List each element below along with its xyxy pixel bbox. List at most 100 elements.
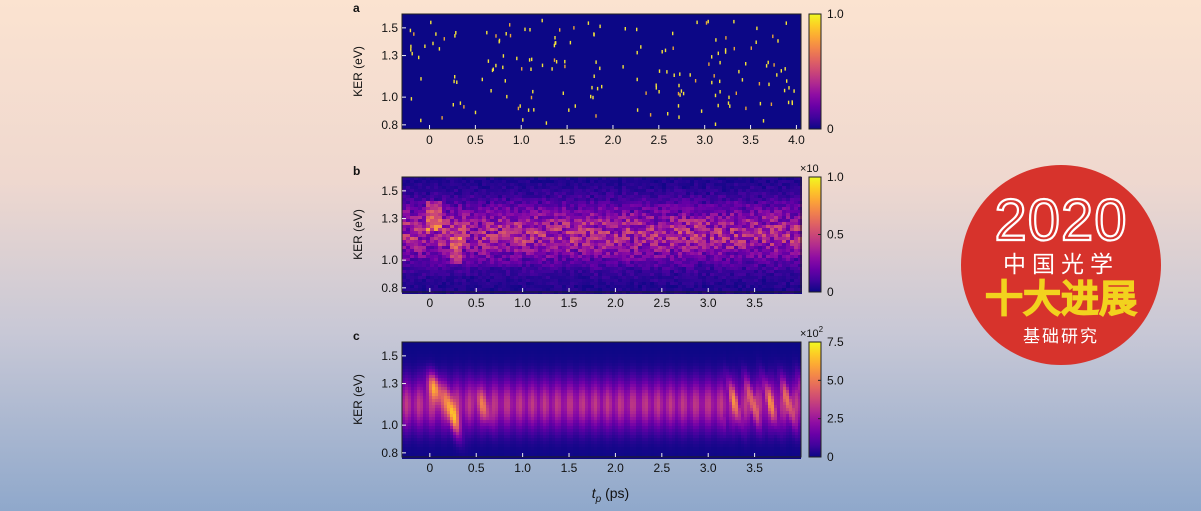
heatmap-cell	[504, 354, 507, 357]
heatmap-cell	[600, 354, 603, 357]
heatmap-cell	[546, 201, 550, 204]
heatmap-cell	[654, 192, 658, 195]
heatmap-cell	[406, 273, 410, 276]
heatmap-cell	[654, 204, 658, 207]
heatmap-cell	[674, 195, 678, 198]
heatmap-cell	[514, 249, 518, 252]
heatmap-cell	[502, 180, 506, 183]
heatmap-cell	[778, 273, 782, 276]
heatmap-cell	[518, 279, 522, 282]
heatmap-cell	[418, 273, 422, 276]
heatmap-cell	[674, 219, 678, 222]
heatmap-cell	[518, 213, 522, 216]
heatmap-cell	[634, 279, 638, 282]
heatmap-cell	[734, 273, 738, 276]
heatmap-cell	[678, 345, 681, 348]
heatmap-cell	[410, 261, 414, 264]
heatmap-cell	[516, 342, 519, 345]
heatmap-cell	[549, 354, 552, 357]
heatmap-cell	[561, 342, 564, 345]
heatmap-cell	[442, 261, 446, 264]
heatmap-cell	[630, 252, 634, 255]
heatmap-cell	[638, 228, 642, 231]
heatmap-cell	[418, 264, 422, 267]
heatmap-cell	[598, 288, 602, 291]
heatmap-cell	[762, 348, 765, 351]
heatmap-cell	[406, 225, 410, 228]
y-tick-label: 1.3	[381, 49, 398, 63]
heatmap-cell	[660, 348, 663, 351]
heatmap-cell	[718, 252, 722, 255]
heatmap-cell	[610, 282, 614, 285]
heatmap-cell	[594, 345, 597, 348]
heatmap-cell	[750, 189, 754, 192]
heatmap-cell	[483, 348, 486, 351]
heatmap-cell	[534, 261, 538, 264]
heatmap-cell	[543, 342, 546, 345]
heatmap-cell	[750, 288, 754, 291]
heatmap-cell	[510, 258, 514, 261]
heatmap-cell	[706, 183, 710, 186]
heatmap-cell	[754, 282, 758, 285]
heatmap-cell	[422, 213, 426, 216]
heatmap-cell	[402, 342, 405, 345]
heatmap-cell	[558, 264, 562, 267]
heatmap-cell	[444, 342, 447, 345]
heatmap-cell	[554, 192, 558, 195]
heatmap-cell	[666, 195, 670, 198]
heatmap-cell	[586, 192, 590, 195]
heatmap-cell	[588, 345, 591, 348]
heatmap-cell	[578, 183, 582, 186]
heatmap-cell	[430, 201, 434, 204]
heatmap-cell	[498, 357, 501, 360]
heatmap-cell	[490, 216, 494, 219]
heatmap-cell	[458, 198, 462, 201]
heatmap-cell	[450, 285, 454, 288]
heatmap-cell	[742, 276, 746, 279]
heatmap-cell	[602, 264, 606, 267]
heatmap-cell	[582, 285, 586, 288]
heatmap-cell	[494, 261, 498, 264]
heatmap-cell	[670, 261, 674, 264]
event-dot	[568, 108, 570, 112]
heatmap-cell	[666, 201, 670, 204]
x-tick-label: 3.5	[746, 296, 763, 310]
heatmap-cell	[590, 279, 594, 282]
heatmap-cell	[489, 348, 492, 351]
heatmap-cell	[790, 285, 794, 288]
heatmap-cell	[658, 261, 662, 264]
heatmap-cell	[722, 180, 726, 183]
heatmap-cell	[738, 195, 742, 198]
heatmap-cell	[482, 255, 486, 258]
heatmap-cell	[650, 225, 654, 228]
heatmap-cell	[798, 234, 802, 237]
heatmap-cell	[501, 360, 504, 363]
event-dot	[527, 108, 530, 112]
heatmap-cell	[754, 201, 758, 204]
heatmap-cell	[693, 345, 696, 348]
heatmap-cell	[658, 189, 662, 192]
heatmap-cell	[462, 189, 466, 192]
heatmap-cell	[650, 258, 654, 261]
heatmap-cell	[621, 357, 624, 360]
heatmap-cell	[714, 189, 718, 192]
heatmap-cell	[526, 216, 530, 219]
heatmap-cell	[462, 225, 466, 228]
event-dot	[595, 114, 597, 118]
heatmap-cell	[718, 288, 722, 291]
heatmap-cell	[774, 222, 778, 225]
heatmap-cell	[746, 216, 750, 219]
heatmap-cell	[610, 189, 614, 192]
heatmap-cell	[578, 261, 582, 264]
heatmap-cell	[534, 183, 538, 186]
heatmap-cell	[598, 213, 602, 216]
heatmap-cell	[690, 261, 694, 264]
heatmap-cell	[723, 357, 726, 360]
heatmap-cell	[686, 258, 690, 261]
heatmap-cell	[658, 240, 662, 243]
heatmap-cell	[498, 243, 502, 246]
heatmap-cell	[554, 255, 558, 258]
heatmap-cell	[423, 348, 426, 351]
heatmap-cell	[718, 186, 722, 189]
heatmap-cell	[434, 273, 438, 276]
